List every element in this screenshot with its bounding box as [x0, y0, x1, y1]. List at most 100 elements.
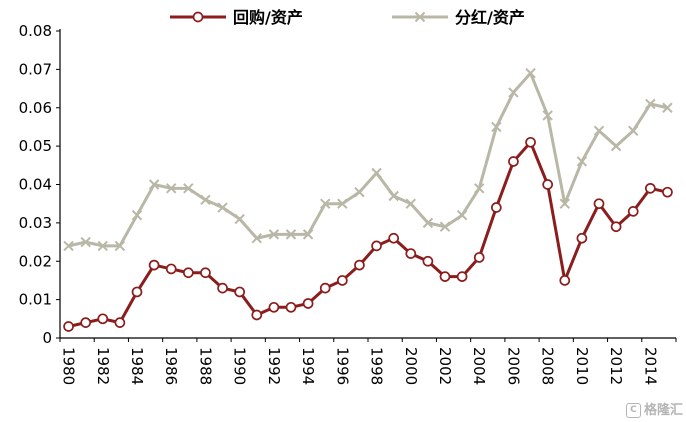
x-axis-tick-label: 1984: [128, 347, 146, 385]
repurchase-assets-marker: [473, 252, 485, 263]
repurchase-assets-marker: [542, 179, 554, 190]
dividend-assets-marker: [542, 110, 553, 121]
x-axis-tick-label: 1994: [299, 347, 317, 385]
dividend-assets-marker: [388, 190, 399, 202]
dividend-assets-marker: [131, 209, 143, 221]
x-axis-tick-label: 1998: [368, 347, 386, 385]
x-axis-tick-label: 2008: [539, 347, 557, 385]
dividend-assets-marker: [559, 198, 570, 209]
repurchase-assets-marker: [405, 248, 417, 259]
repurchase-assets-marker: [610, 221, 622, 233]
dividend-assets-marker: [593, 125, 605, 136]
x-axis-tick-label: 1988: [196, 347, 214, 385]
dividend-assets-marker: [491, 121, 502, 133]
y-axis-tick-label: 0.06: [19, 99, 52, 117]
repurchase-assets-marker: [662, 186, 673, 198]
repurchase-assets-marker: [354, 259, 365, 271]
dividend-assets-marker: [354, 186, 365, 198]
dividend-assets-marker: [302, 229, 314, 240]
x-axis-tick-label: 1982: [94, 347, 112, 385]
repurchase-assets-marker: [182, 267, 194, 279]
series-dividend-assets: [63, 68, 673, 252]
dividend-assets-marker: [456, 209, 468, 221]
repurchase-assets-marker: [456, 271, 468, 282]
x-axis-tick-label: 2010: [573, 347, 591, 385]
repurchase-assets-marker: [371, 240, 382, 252]
repurchase-assets-marker: [165, 263, 177, 275]
dividend-assets-marker: [234, 213, 245, 225]
legend-item-repurchase-assets: 回购/资产: [170, 8, 303, 27]
repurchase-assets-marker: [302, 298, 314, 309]
x-axis-tick-label: 1992: [265, 347, 283, 385]
dividend-assets-marker: [371, 167, 382, 179]
y-axis-tick-label: 0.04: [19, 176, 52, 194]
dividend-assets-marker: [166, 183, 177, 194]
dividend-assets-marker: [97, 240, 108, 252]
y-axis-tick-label: 0.01: [19, 291, 52, 309]
repurchase-assets-marker: [336, 275, 348, 286]
repurchase-assets-marker: [644, 182, 656, 194]
dividend-assets-marker: [525, 68, 536, 79]
x-axis-tick-label: 2014: [641, 347, 659, 385]
repurchase-assets-marker: [525, 136, 536, 148]
dividend-assets-marker: [285, 229, 297, 240]
dividend-assets-marker: [183, 183, 194, 194]
repurchase-assets-marker: [131, 286, 143, 298]
dividend-assets-marker: [645, 98, 656, 110]
repurchase-assets-marker: [439, 271, 451, 282]
legend-label-repurchase-assets: 回购/资产: [233, 8, 303, 27]
repurchase-assets-marker: [148, 259, 160, 271]
dividend-assets-marker: [148, 179, 160, 190]
dividend-assets-line: [67, 71, 669, 248]
dividend-assets-marker: [662, 102, 673, 113]
repurchase-assets-marker: [490, 202, 502, 213]
dividend-assets-marker: [610, 140, 622, 152]
legend-item-dividend-assets: 分红/资产: [392, 8, 525, 27]
repurchase-assets-marker: [251, 309, 263, 321]
series-repurchase-assets: [63, 136, 673, 332]
repurchase-assets-marker: [559, 275, 571, 286]
y-axis-tick-label: 0.05: [19, 137, 52, 155]
repurchase-assets-marker: [319, 282, 331, 294]
dividend-assets-marker: [422, 217, 434, 229]
watermark-text: 格隆汇: [643, 403, 683, 418]
legend-label-dividend-assets: 分红/资产: [455, 8, 525, 27]
repurchase-assets-marker: [285, 301, 297, 313]
repurchase-assets-marker: [97, 313, 109, 325]
repurchase-assets-marker: [63, 321, 74, 332]
dividend-assets-marker: [414, 11, 426, 23]
gelonghui-logo-icon: C: [625, 403, 641, 418]
x-axis-tick-label: 1996: [333, 347, 351, 385]
y-axis-tick-label: 0.07: [19, 60, 52, 78]
x-axis-tick-label: 2002: [436, 347, 454, 385]
dividend-assets-marker: [217, 202, 228, 213]
y-axis-tick-label: 0.02: [19, 252, 52, 270]
watermark: C 格隆汇: [625, 403, 683, 418]
repurchase-assets-marker: [576, 232, 588, 244]
x-axis-tick-label: 2006: [504, 347, 522, 385]
repurchase-assets-marker: [217, 282, 228, 294]
repurchase-assets-marker: [234, 286, 246, 298]
dividend-assets-marker: [200, 194, 211, 206]
dividend-assets-marker: [628, 125, 639, 136]
dividend-assets-marker: [80, 236, 91, 248]
repurchase-assets-marker: [627, 206, 639, 217]
dividend-assets-marker: [337, 198, 348, 209]
repurchase-assets-marker: [422, 255, 434, 267]
repurchase-assets-marker: [593, 198, 605, 210]
dividend-assets-marker: [251, 233, 262, 244]
y-axis-tick-label: 0: [42, 329, 52, 347]
dividend-assets-marker: [320, 198, 331, 209]
dividend-assets-marker: [439, 221, 451, 232]
dividend-assets-marker: [114, 240, 126, 252]
y-axis-tick-label: 0.08: [19, 22, 52, 40]
dividend-assets-marker: [63, 240, 74, 252]
x-axis-tick-label: 2012: [607, 347, 625, 385]
dividend-assets-marker: [268, 229, 280, 240]
x-axis-tick-label: 2000: [402, 347, 420, 385]
repurchase-assets-marker: [388, 232, 400, 244]
dividend-assets-marker: [474, 183, 485, 194]
x-axis-tick-label: 2004: [470, 347, 488, 385]
